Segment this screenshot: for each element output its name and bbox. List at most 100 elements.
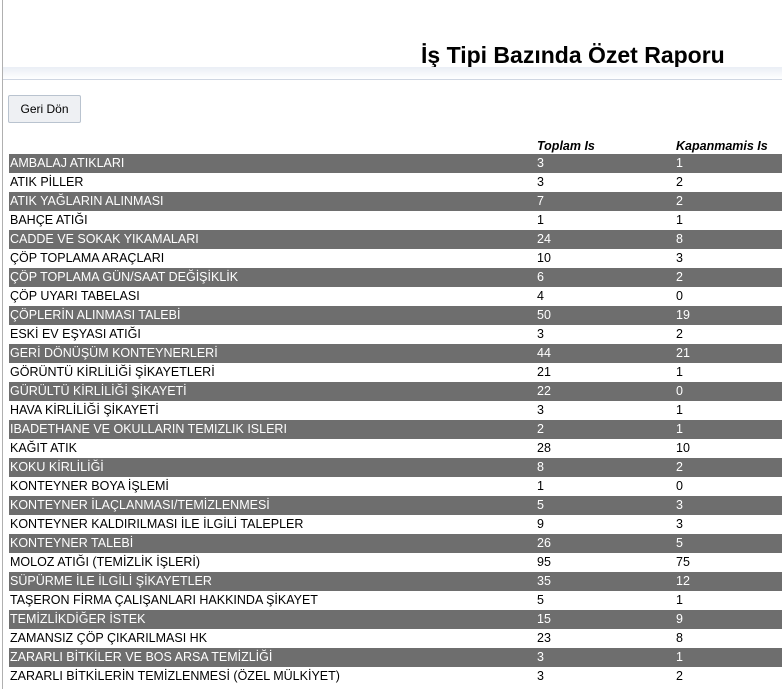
- cell-total-count: 9: [536, 515, 675, 534]
- cell-total-count: 35: [536, 572, 675, 591]
- cell-total-count: 22: [536, 382, 675, 401]
- cell-open-count: 2: [675, 667, 782, 686]
- cell-open-count: 2: [675, 173, 782, 192]
- cell-open-count: 8: [675, 629, 782, 648]
- cell-open-count: 75: [675, 553, 782, 572]
- cell-total-count: 5: [536, 496, 675, 515]
- cell-total-count: 1: [536, 211, 675, 230]
- table-row: KAĞIT ATIK 28 10: [9, 439, 782, 458]
- table-row: SÜPÜRME İLE İLGİLİ ŞİKAYETLER 35 12: [9, 572, 782, 591]
- table-row: KONTEYNER İLAÇLANMASI/TEMİZLENMESİ 5 3: [9, 496, 782, 515]
- table-row: ESKİ EV EŞYASI ATIĞI 3 2: [9, 325, 782, 344]
- cell-work-type: GERİ DÖNÜŞÜM KONTEYNERLERİ: [9, 344, 536, 363]
- table-row: KONTEYNER BOYA İŞLEMİ 1 0: [9, 477, 782, 496]
- cell-total-count: 50: [536, 306, 675, 325]
- table-row: ZAMANSIZ ÇÖP ÇIKARILMASI HK 23 8: [9, 629, 782, 648]
- cell-work-type: ZARARLI BİTKİLERİN TEMİZLENMESİ (ÖZEL MÜ…: [9, 667, 536, 686]
- table-row: BAHÇE ATIĞI 1 1: [9, 211, 782, 230]
- cell-work-type: AMBALAJ ATIKLARI: [9, 154, 536, 173]
- cell-open-count: 3: [675, 496, 782, 515]
- cell-total-count: 3: [536, 173, 675, 192]
- cell-total-count: 15: [536, 610, 675, 629]
- table-row: ZARARLI BİTKİLERİN TEMİZLENMESİ (ÖZEL MÜ…: [9, 667, 782, 686]
- cell-work-type: ÇÖP UYARI TABELASI: [9, 287, 536, 306]
- cell-total-count: 21: [536, 363, 675, 382]
- cell-total-count: 5: [536, 591, 675, 610]
- table-row: ATIK PİLLER 3 2: [9, 173, 782, 192]
- cell-open-count: 21: [675, 344, 782, 363]
- header-divider: [3, 67, 782, 80]
- cell-total-count: 8: [536, 458, 675, 477]
- cell-total-count: 4: [536, 287, 675, 306]
- cell-open-count: 2: [675, 192, 782, 211]
- table-row: GÜRÜLTÜ KİRLİLİĞİ ŞİKAYETİ 22 0: [9, 382, 782, 401]
- cell-total-count: 23: [536, 629, 675, 648]
- cell-open-count: 5: [675, 534, 782, 553]
- cell-open-count: 2: [675, 268, 782, 287]
- cell-open-count: 8: [675, 230, 782, 249]
- table-row: CADDE VE SOKAK YIKAMALARI 24 8: [9, 230, 782, 249]
- cell-work-type: ÇÖP TOPLAMA GÜN/SAAT DEĞİŞİKLİK: [9, 268, 536, 287]
- table-row: IBADETHANE VE OKULLARIN TEMIZLIK ISLERI 2…: [9, 420, 782, 439]
- back-button[interactable]: Geri Dön: [8, 95, 81, 123]
- table-row: ÇÖP TOPLAMA GÜN/SAAT DEĞİŞİKLİK 6 2: [9, 268, 782, 287]
- cell-work-type: ÇÖPLERİN ALINMASI TALEBİ: [9, 306, 536, 325]
- table-row: GERİ DÖNÜŞÜM KONTEYNERLERİ 44 21: [9, 344, 782, 363]
- table-row: ÇÖP UYARI TABELASI 4 0: [9, 287, 782, 306]
- cell-open-count: 9: [675, 610, 782, 629]
- column-header-type: [9, 139, 536, 154]
- cell-work-type: ATIK YAĞLARIN ALINMASI: [9, 192, 536, 211]
- table-row: AMBALAJ ATIKLARI 3 1: [9, 154, 782, 173]
- cell-open-count: 1: [675, 154, 782, 173]
- cell-open-count: 12: [675, 572, 782, 591]
- cell-work-type: KONTEYNER İLAÇLANMASI/TEMİZLENMESİ: [9, 496, 536, 515]
- cell-work-type: KAĞIT ATIK: [9, 439, 536, 458]
- cell-work-type: GÖRÜNTÜ KİRLİLİĞİ ŞİKAYETLERİ: [9, 363, 536, 382]
- table-row: GÖRÜNTÜ KİRLİLİĞİ ŞİKAYETLERİ 21 1: [9, 363, 782, 382]
- cell-work-type: KOKU KİRLİLİĞİ: [9, 458, 536, 477]
- cell-work-type: IBADETHANE VE OKULLARIN TEMIZLIK ISLERI: [9, 420, 536, 439]
- cell-open-count: 0: [675, 382, 782, 401]
- cell-total-count: 7: [536, 192, 675, 211]
- cell-open-count: 10: [675, 439, 782, 458]
- cell-total-count: 3: [536, 667, 675, 686]
- cell-work-type: TEMİZLİKDİĞER İSTEK: [9, 610, 536, 629]
- cell-open-count: 1: [675, 591, 782, 610]
- cell-open-count: 3: [675, 515, 782, 534]
- page-title: İş Tipi Bazında Özet Raporu: [421, 42, 725, 68]
- cell-open-count: 1: [675, 211, 782, 230]
- table-row: MOLOZ ATIĞI (TEMİZLİK İŞLERİ) 95 75: [9, 553, 782, 572]
- cell-open-count: 1: [675, 420, 782, 439]
- table-row: TEMİZLİKDİĞER İSTEK 15 9: [9, 610, 782, 629]
- cell-total-count: 6: [536, 268, 675, 287]
- table-row: ÇÖP TOPLAMA ARAÇLARI 10 3: [9, 249, 782, 268]
- column-header-total: Toplam Is: [537, 139, 595, 153]
- cell-work-type: KONTEYNER BOYA İŞLEMİ: [9, 477, 536, 496]
- cell-total-count: 3: [536, 648, 675, 667]
- cell-total-count: 24: [536, 230, 675, 249]
- cell-work-type: BAHÇE ATIĞI: [9, 211, 536, 230]
- table-row: ZARARLI BİTKİLER VE BOS ARSA TEMİZLİĞİ 3 1: [9, 648, 782, 667]
- cell-work-type: GÜRÜLTÜ KİRLİLİĞİ ŞİKAYETİ: [9, 382, 536, 401]
- table-header-row: Toplam Is Kapanmamis Is: [9, 139, 782, 154]
- cell-total-count: 44: [536, 344, 675, 363]
- cell-total-count: 10: [536, 249, 675, 268]
- summary-table: Toplam Is Kapanmamis Is AMBALAJ ATIKLARI…: [9, 139, 782, 686]
- table-row: HAVA KİRLİLİĞİ ŞİKAYETİ 3 1: [9, 401, 782, 420]
- cell-open-count: 1: [675, 363, 782, 382]
- cell-total-count: 2: [536, 420, 675, 439]
- cell-work-type: SÜPÜRME İLE İLGİLİ ŞİKAYETLER: [9, 572, 536, 591]
- table-body: AMBALAJ ATIKLARI 3 1 ATIK PİLLER 3 2 ATIK YAĞL…: [9, 154, 782, 686]
- cell-open-count: 1: [675, 648, 782, 667]
- cell-open-count: 19: [675, 306, 782, 325]
- cell-work-type: KONTEYNER KALDIRILMASI İLE İLGİLİ TALEPL…: [9, 515, 536, 534]
- cell-total-count: 3: [536, 325, 675, 344]
- table-row: KOKU KİRLİLİĞİ 8 2: [9, 458, 782, 477]
- table-row: ATIK YAĞLARIN ALINMASI 7 2: [9, 192, 782, 211]
- cell-work-type: TAŞERON FİRMA ÇALIŞANLARI HAKKINDA ŞİKAY…: [9, 591, 536, 610]
- cell-open-count: 2: [675, 325, 782, 344]
- cell-total-count: 95: [536, 553, 675, 572]
- column-header-open: Kapanmamis Is: [676, 139, 768, 153]
- cell-work-type: HAVA KİRLİLİĞİ ŞİKAYETİ: [9, 401, 536, 420]
- cell-open-count: 3: [675, 249, 782, 268]
